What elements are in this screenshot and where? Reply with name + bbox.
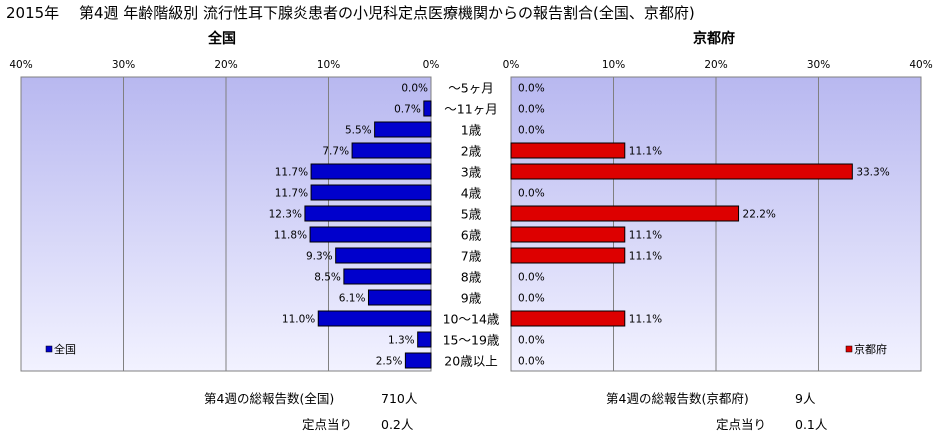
kyoto-bar	[510, 205, 740, 222]
national-data-label: 12.3%	[269, 209, 302, 221]
kyoto-data-label: 11.1%	[629, 314, 662, 326]
kyoto-bar	[510, 163, 853, 180]
chart-title: 2015年 第4週 年齢階級別 流行性耳下腺炎患者の小児科定点医療機関からの報告…	[6, 2, 695, 23]
national-tick-label: 30%	[112, 59, 135, 71]
national-legend-swatch	[45, 345, 53, 353]
age-category-label: 10～14歳	[443, 312, 500, 327]
kyoto-per-site-value: 0.1人	[795, 417, 828, 432]
kyoto-tick-label: 0%	[503, 59, 520, 71]
kyoto-legend-label: 京都府	[854, 342, 887, 356]
kyoto-total-label: 第4週の総報告数(京都府)	[606, 391, 749, 406]
kyoto-data-label: 0.0%	[518, 356, 545, 368]
national-data-label: 1.3%	[388, 335, 415, 347]
national-data-label: 2.5%	[376, 356, 403, 368]
national-data-label: 8.5%	[314, 272, 341, 284]
kyoto-data-label: 0.0%	[518, 188, 545, 200]
age-category-label: ～5ヶ月	[448, 81, 493, 96]
age-category-label: 3歳	[461, 165, 482, 180]
kyoto-data-label: 0.0%	[518, 293, 545, 305]
national-tick-label: 40%	[9, 59, 32, 71]
kyoto-bar	[510, 226, 626, 243]
kyoto-tick-label: 40%	[909, 59, 932, 71]
kyoto-data-label: 22.2%	[743, 209, 776, 221]
kyoto-tick-label: 10%	[602, 59, 625, 71]
kyoto-per-site-label: 定点当り	[716, 417, 767, 432]
national-data-label: 5.5%	[345, 125, 372, 137]
national-bar	[310, 184, 432, 201]
national-bar	[374, 121, 432, 138]
national-data-label: 11.8%	[274, 230, 307, 242]
kyoto-data-label: 11.1%	[629, 146, 662, 158]
national-bar	[304, 205, 432, 222]
national-bar	[423, 100, 432, 117]
age-category-labels: ～5ヶ月 ～11ヶ月 1歳 2歳 3歳 4歳 5歳 6歳 7歳 8歳 9歳 10～14歳 15～19歳 2…	[443, 81, 500, 369]
national-tick-label: 10%	[317, 59, 340, 71]
kyoto-bar	[510, 142, 626, 159]
title-year: 2015年	[6, 4, 60, 22]
age-category-label: 5歳	[461, 207, 482, 222]
kyoto-data-label: 0.0%	[518, 104, 545, 116]
national-bar	[335, 247, 432, 264]
kyoto-data-label: 0.0%	[518, 335, 545, 347]
kyoto-data-label: 0.0%	[518, 272, 545, 284]
national-data-label: 6.1%	[339, 293, 366, 305]
kyoto-data-label: 11.1%	[629, 251, 662, 263]
kyoto-data-label: 11.1%	[629, 230, 662, 242]
kyoto-panel-title: 京都府	[693, 31, 735, 47]
age-category-label: 1歳	[461, 123, 482, 138]
national-per-site-value: 0.2人	[381, 417, 414, 432]
kyoto-bar	[510, 310, 626, 327]
age-category-label: 2歳	[461, 144, 482, 159]
national-data-label: 0.0%	[401, 83, 428, 95]
national-data-label: 7.7%	[322, 146, 349, 158]
kyoto-data-label: 33.3%	[856, 167, 889, 179]
national-total-value: 710人	[381, 391, 418, 406]
national-chart: 0% 10% 20% 30% 40% 0.0% 0.7% 5.5% 7.7% 11.7% 11.7%…	[9, 59, 440, 372]
age-category-label: ～11ヶ月	[444, 102, 497, 117]
national-data-label: 0.7%	[394, 104, 421, 116]
age-category-label: 7歳	[461, 249, 482, 264]
national-bar	[309, 226, 432, 243]
title-text: 第4週 年齢階級別 流行性耳下腺炎患者の小児科定点医療機関からの報告割合(全国、…	[78, 4, 695, 22]
national-legend-label: 全国	[54, 342, 76, 356]
kyoto-data-label: 0.0%	[518, 125, 545, 137]
age-category-label: 9歳	[461, 291, 482, 306]
kyoto-total-value: 9人	[795, 391, 816, 406]
national-total-label: 第4週の総報告数(全国)	[204, 391, 335, 406]
national-bar	[367, 289, 432, 306]
national-bar	[317, 310, 432, 327]
age-category-label: 6歳	[461, 228, 482, 243]
national-tick-label: 20%	[214, 59, 237, 71]
kyoto-chart: 0% 10% 20% 30% 40% 0.0% 0.0% 0.0% 11.1% 33.3% 0.0%…	[503, 59, 933, 372]
national-data-label: 9.3%	[306, 251, 333, 263]
national-bar	[404, 352, 432, 369]
national-data-label: 11.7%	[275, 167, 308, 179]
national-tick-label: 0%	[423, 59, 440, 71]
national-bar	[310, 163, 432, 180]
age-category-label: 8歳	[461, 270, 482, 285]
kyoto-tick-label: 30%	[807, 59, 830, 71]
national-bar	[351, 142, 432, 159]
national-data-label: 11.7%	[275, 188, 308, 200]
kyoto-tick-label: 20%	[704, 59, 727, 71]
national-bar	[417, 331, 432, 348]
national-data-label: 11.0%	[282, 314, 315, 326]
age-category-label: 20歳以上	[444, 354, 497, 369]
age-category-label: 15～19歳	[443, 333, 500, 348]
kyoto-data-label: 0.0%	[518, 83, 545, 95]
kyoto-legend-swatch	[845, 345, 853, 353]
national-per-site-label: 定点当り	[302, 417, 353, 432]
national-bar	[343, 268, 432, 285]
age-category-label: 4歳	[461, 186, 482, 201]
national-panel-title: 全国	[208, 31, 236, 47]
kyoto-bar	[510, 247, 626, 264]
